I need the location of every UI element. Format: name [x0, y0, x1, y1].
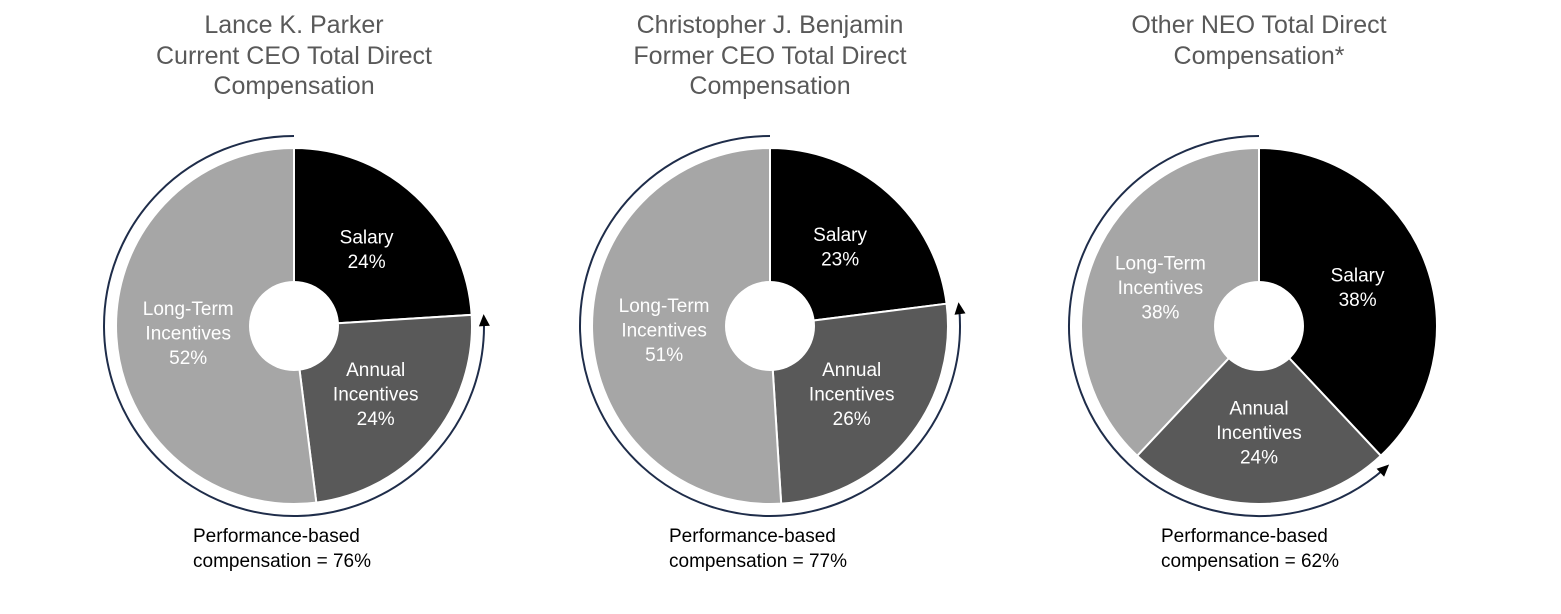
- chart-title-line: Lance K. Parker: [204, 11, 384, 39]
- performance-arc: [1068, 135, 1385, 517]
- slice-label: Long-Term Incentives 38%: [1115, 254, 1206, 324]
- chart-panel-1: Lance K. Parker Current CEO Total Direct…: [34, 0, 554, 614]
- pie-slice-annual-incentives: [768, 302, 950, 505]
- chart-title-line: Current CEO Total Direct: [155, 41, 432, 70]
- chart-title-line: Compensation: [213, 72, 375, 100]
- chart-panel-2: Christopher J. Benjamin Former CEO Total…: [510, 0, 1030, 614]
- donut-chart: Salary 23% Annual Incentives 26% Long-Term Inc…: [579, 135, 966, 517]
- arrowhead-icon: [954, 302, 966, 315]
- chart-title-line: Christopher J. Benjamin: [636, 11, 904, 39]
- performance-arc: [103, 135, 485, 517]
- slice-label: Long-Term Incentives 52%: [143, 299, 234, 369]
- chart-title-line: Former CEO Total Direct: [633, 41, 907, 70]
- slice-label: Long-Term Incentives 51%: [619, 296, 710, 366]
- performance-note-line: compensation = 76%: [193, 551, 371, 572]
- slice-label: Annual Incentives 24%: [333, 360, 419, 430]
- performance-note: Performance-based compensation = 62%: [1161, 524, 1339, 574]
- pie-slice-long-term-incentives: [115, 146, 318, 505]
- pie-slice-long-term-incentives: [1080, 146, 1260, 458]
- chart-title-line: Compensation*: [1173, 41, 1345, 70]
- donut-hole: [1214, 281, 1304, 371]
- chart-title: Christopher J. Benjamin Former CEO Total…: [510, 10, 1030, 102]
- slice-label: Annual Incentives 24%: [1216, 399, 1302, 469]
- donut-chart: Salary 38% Annual Incentives 24% Long-Term Inc…: [1068, 135, 1438, 517]
- chart-title: Other NEO Total Direct Compensation*: [999, 10, 1519, 71]
- performance-note: Performance-based compensation = 76%: [193, 524, 371, 574]
- performance-note-line: Performance-based: [669, 526, 836, 547]
- pie-slice-salary: [1258, 146, 1438, 458]
- pie-slice-long-term-incentives: [591, 146, 783, 505]
- pie-slice-salary: [293, 146, 473, 328]
- donut-hole: [725, 281, 815, 371]
- performance-arc: [579, 135, 961, 517]
- chart-title-line: Compensation: [689, 72, 851, 100]
- donut-chart: Salary 24% Annual Incentives 24% Long-Term Inc…: [103, 135, 490, 517]
- chart-title-line: Other NEO Total Direct: [1131, 11, 1387, 39]
- chart-title: Lance K. Parker Current CEO Total Direct…: [34, 10, 554, 102]
- pie-slice-salary: [769, 146, 948, 328]
- performance-note: Performance-based compensation = 77%: [669, 524, 847, 574]
- chart-panel-3: Other NEO Total Direct Compensation* Sal…: [999, 0, 1519, 614]
- slice-label: Salary 38%: [1331, 266, 1385, 312]
- donut-hole: [249, 281, 339, 371]
- slice-label: Annual Incentives 26%: [809, 360, 895, 430]
- performance-note-line: Performance-based: [193, 526, 360, 547]
- performance-note-line: compensation = 62%: [1161, 551, 1339, 572]
- arrowhead-icon: [1376, 464, 1390, 477]
- slice-label: Salary 24%: [340, 228, 394, 274]
- performance-note-line: Performance-based: [1161, 526, 1328, 547]
- arrowhead-icon: [478, 314, 490, 327]
- performance-note-line: compensation = 77%: [669, 551, 847, 572]
- slice-label: Salary 23%: [813, 225, 867, 271]
- pie-slice-annual-incentives: [292, 313, 474, 504]
- pie-slice-annual-incentives: [1135, 324, 1383, 505]
